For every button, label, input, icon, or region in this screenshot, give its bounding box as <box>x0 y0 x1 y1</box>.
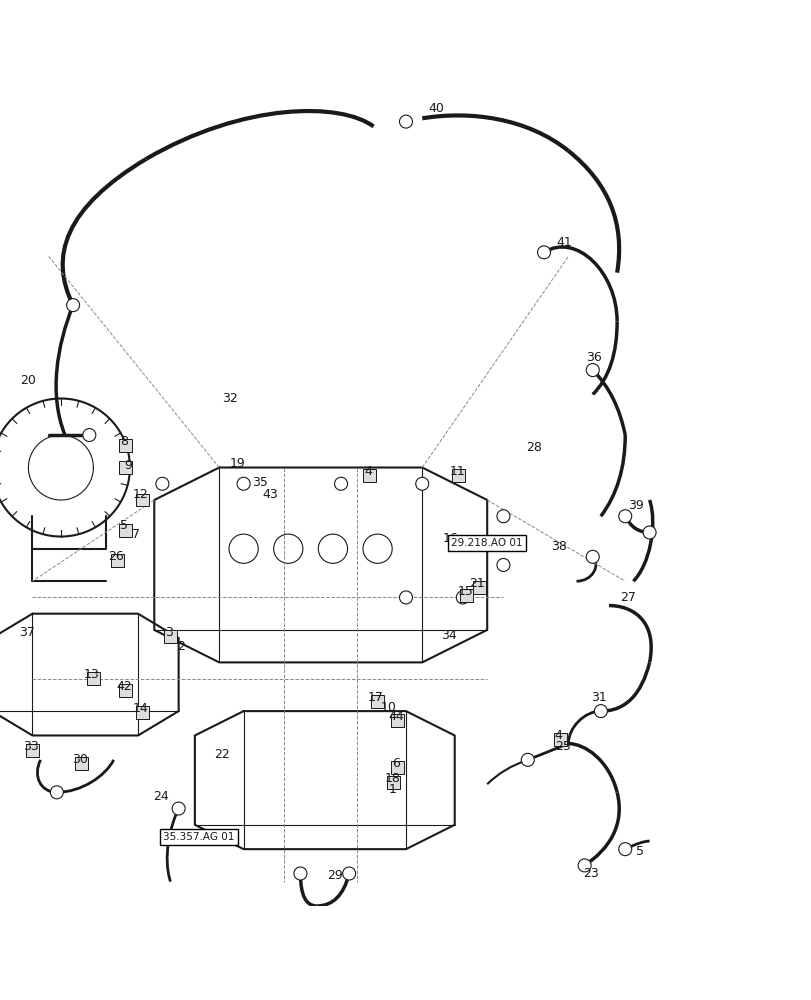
Text: 40: 40 <box>427 102 444 115</box>
Text: 6: 6 <box>392 757 400 770</box>
FancyBboxPatch shape <box>119 439 132 452</box>
Circle shape <box>586 364 599 377</box>
Circle shape <box>496 558 509 571</box>
Circle shape <box>172 802 185 815</box>
Circle shape <box>415 477 428 490</box>
FancyBboxPatch shape <box>87 672 100 685</box>
Text: 29.218.AO 01: 29.218.AO 01 <box>451 538 522 548</box>
Text: 42: 42 <box>116 680 132 693</box>
Text: 28: 28 <box>526 441 542 454</box>
Text: 32: 32 <box>221 392 238 405</box>
Text: 38: 38 <box>550 540 566 553</box>
Text: 5: 5 <box>120 519 128 532</box>
Text: 35.357.AG 01: 35.357.AG 01 <box>163 832 234 842</box>
Text: 31: 31 <box>590 691 607 704</box>
Text: 12: 12 <box>132 488 148 501</box>
FancyBboxPatch shape <box>460 589 473 602</box>
Text: 33: 33 <box>23 740 39 753</box>
FancyBboxPatch shape <box>135 706 148 719</box>
Text: 22: 22 <box>213 748 230 761</box>
Circle shape <box>399 591 412 604</box>
FancyBboxPatch shape <box>363 469 375 482</box>
FancyBboxPatch shape <box>472 581 485 594</box>
Circle shape <box>642 526 655 539</box>
Circle shape <box>50 786 63 799</box>
FancyBboxPatch shape <box>135 494 148 506</box>
Text: 21: 21 <box>469 577 485 590</box>
Text: 3: 3 <box>165 626 173 639</box>
Circle shape <box>496 510 509 523</box>
Circle shape <box>577 859 590 872</box>
FancyBboxPatch shape <box>553 733 566 746</box>
FancyBboxPatch shape <box>387 776 400 789</box>
FancyBboxPatch shape <box>119 524 132 537</box>
Text: 8: 8 <box>120 435 128 448</box>
Text: 34: 34 <box>440 629 457 642</box>
Text: 30: 30 <box>71 753 88 766</box>
Circle shape <box>521 753 534 766</box>
FancyBboxPatch shape <box>452 469 465 482</box>
Text: 4: 4 <box>363 465 371 478</box>
Text: 26: 26 <box>108 550 124 563</box>
Circle shape <box>83 429 96 442</box>
Text: 1: 1 <box>388 783 396 796</box>
Circle shape <box>399 115 412 128</box>
Text: 19: 19 <box>230 457 246 470</box>
Text: 24: 24 <box>152 790 169 803</box>
Text: 13: 13 <box>84 668 100 681</box>
Text: 20: 20 <box>20 374 36 387</box>
Text: 7: 7 <box>132 528 140 541</box>
FancyBboxPatch shape <box>164 630 177 643</box>
Text: 17: 17 <box>367 691 384 704</box>
Text: 2: 2 <box>177 640 185 653</box>
Text: 37: 37 <box>19 626 35 639</box>
FancyBboxPatch shape <box>391 714 404 727</box>
Text: 44: 44 <box>388 710 404 723</box>
Text: 41: 41 <box>556 236 572 249</box>
Text: 25: 25 <box>554 740 570 753</box>
Circle shape <box>156 477 169 490</box>
Circle shape <box>334 477 347 490</box>
Text: 39: 39 <box>627 499 643 512</box>
Text: 43: 43 <box>262 488 278 501</box>
FancyBboxPatch shape <box>371 695 384 708</box>
Circle shape <box>294 867 307 880</box>
Circle shape <box>67 299 79 312</box>
FancyBboxPatch shape <box>111 554 124 567</box>
Circle shape <box>618 843 631 856</box>
Text: 36: 36 <box>586 351 602 364</box>
Text: 29: 29 <box>327 869 343 882</box>
Text: 14: 14 <box>132 702 148 715</box>
Circle shape <box>456 591 469 604</box>
Circle shape <box>618 510 631 523</box>
FancyBboxPatch shape <box>119 461 132 474</box>
FancyBboxPatch shape <box>26 744 39 757</box>
Text: 4: 4 <box>554 729 562 742</box>
Text: 10: 10 <box>380 701 396 714</box>
Circle shape <box>342 867 355 880</box>
Text: 9: 9 <box>124 459 132 472</box>
Text: 27: 27 <box>619 591 635 604</box>
Text: 15: 15 <box>457 585 473 598</box>
Text: 11: 11 <box>448 465 465 478</box>
Circle shape <box>586 550 599 563</box>
Circle shape <box>537 246 550 259</box>
Text: 5: 5 <box>635 845 643 858</box>
Text: 23: 23 <box>582 867 599 880</box>
Circle shape <box>594 705 607 718</box>
Text: 18: 18 <box>384 772 400 785</box>
FancyBboxPatch shape <box>391 761 404 774</box>
FancyBboxPatch shape <box>119 684 132 697</box>
Text: 16: 16 <box>442 532 458 545</box>
Circle shape <box>237 477 250 490</box>
FancyBboxPatch shape <box>75 757 88 770</box>
Text: 35: 35 <box>251 476 268 489</box>
